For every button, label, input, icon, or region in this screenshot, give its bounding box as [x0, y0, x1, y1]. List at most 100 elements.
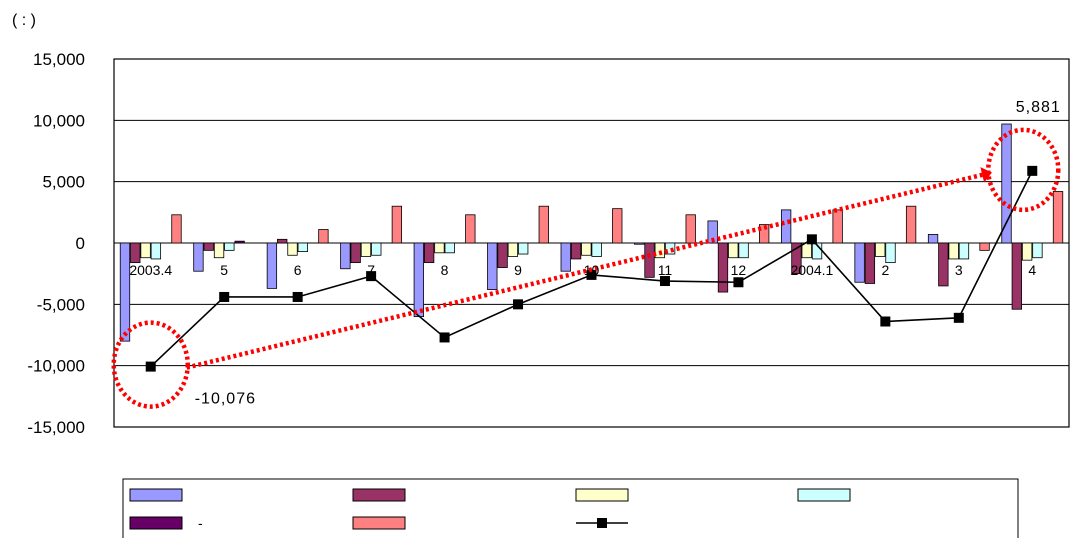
bar — [612, 208, 623, 244]
legend-swatch — [129, 488, 183, 502]
bar — [287, 242, 298, 256]
bar — [791, 242, 802, 275]
bar — [213, 242, 225, 259]
bar — [507, 242, 519, 257]
bar — [318, 229, 329, 244]
bar — [728, 242, 739, 259]
bars — [119, 123, 1064, 342]
legend-box — [122, 478, 1019, 538]
bar — [958, 242, 970, 260]
bar — [979, 242, 990, 251]
bar — [340, 242, 351, 270]
bar — [140, 242, 151, 259]
bar — [854, 242, 865, 283]
x-tick-label: 2 — [881, 262, 889, 278]
x-tick-label: 9 — [514, 262, 522, 278]
bar — [801, 242, 812, 259]
line-marker — [366, 271, 377, 282]
bar — [391, 205, 403, 244]
plot-frame — [113, 58, 1070, 428]
line-series — [145, 165, 1038, 372]
x-tick-label: 6 — [294, 262, 302, 278]
bar — [738, 242, 749, 259]
bar — [350, 242, 361, 264]
bar — [1052, 191, 1064, 244]
unit-note: ( : ) — [12, 12, 36, 29]
y-tick-label: -5,000 — [37, 295, 85, 314]
bar — [938, 242, 949, 287]
highlight-circle-end — [986, 127, 1061, 213]
trend-arrow — [111, 127, 1061, 409]
x-tick-label: 11 — [658, 262, 673, 278]
legend-swatch — [352, 488, 406, 502]
bar — [780, 209, 792, 244]
y-tick-label: 10,000 — [33, 111, 85, 130]
x-tick-label: 4 — [1028, 262, 1036, 278]
line-marker — [953, 312, 964, 323]
bar — [371, 242, 382, 256]
grid-lines — [113, 58, 1070, 428]
bar — [644, 242, 655, 278]
bar — [234, 240, 245, 244]
x-tick-label: 3 — [955, 262, 963, 278]
line-marker — [219, 291, 230, 302]
bar — [224, 242, 235, 251]
bar — [497, 242, 508, 268]
data-annotation: 5,881 — [1016, 99, 1061, 116]
line-marker — [659, 276, 670, 287]
bar — [1032, 242, 1043, 259]
bar — [277, 238, 288, 244]
bar — [434, 242, 445, 254]
bar — [423, 242, 435, 264]
legend-swatch — [129, 516, 183, 530]
line-marker — [1027, 165, 1038, 176]
highlight-circle-start — [111, 320, 190, 409]
legend-swatch — [575, 488, 629, 502]
bar — [130, 242, 141, 264]
bar — [948, 242, 959, 260]
legend-swatch — [797, 488, 851, 502]
legend: - — [122, 478, 1019, 538]
bar — [171, 214, 182, 244]
y-tick-label: 0 — [76, 234, 85, 253]
data-annotation: -10,076 — [195, 391, 256, 408]
bar — [875, 242, 886, 257]
x-tick-label: 8 — [441, 262, 449, 278]
bar — [465, 214, 476, 244]
bar — [707, 220, 718, 244]
bar — [360, 242, 372, 257]
bar — [634, 242, 645, 245]
line-marker — [586, 269, 597, 280]
y-tick-label: -10,000 — [27, 357, 85, 376]
bar — [150, 242, 162, 260]
trend-arrow-line — [186, 172, 983, 370]
bar — [905, 205, 917, 244]
legend-swatch — [352, 516, 406, 530]
bar — [444, 242, 455, 254]
bar — [560, 242, 571, 272]
bar — [487, 242, 498, 291]
bar — [581, 242, 592, 256]
bar — [864, 242, 876, 284]
bar — [664, 242, 676, 255]
line-marker — [806, 234, 817, 245]
bar — [927, 234, 939, 244]
bar — [885, 242, 896, 264]
line-marker — [292, 291, 303, 302]
x-tick-label: 10 — [584, 262, 600, 278]
line-marker — [145, 361, 156, 372]
x-tick-label: 2004.1 — [790, 262, 833, 278]
bar — [413, 242, 424, 317]
bar — [297, 242, 308, 252]
bar — [203, 242, 214, 251]
line-marker — [733, 277, 744, 288]
bar — [193, 242, 204, 272]
bar — [570, 242, 582, 260]
bar — [717, 242, 729, 293]
bar — [1021, 242, 1033, 261]
bar — [518, 242, 529, 255]
legend-line-marker — [597, 518, 607, 528]
bar — [832, 209, 843, 244]
bar — [1011, 242, 1022, 310]
